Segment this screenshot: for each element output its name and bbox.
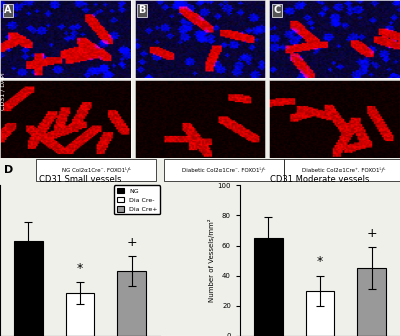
Legend: NG, Dia Cre-, Dia Cre+: NG, Dia Cre-, Dia Cre+ (114, 185, 160, 214)
Text: D: D (4, 165, 13, 175)
Bar (358, 268, 386, 336)
FancyBboxPatch shape (164, 159, 284, 181)
FancyBboxPatch shape (36, 159, 156, 181)
Title: CD31 Moderate vessels: CD31 Moderate vessels (270, 175, 370, 184)
Text: C: C (273, 5, 280, 15)
Bar (254, 238, 282, 336)
FancyBboxPatch shape (284, 159, 400, 181)
Text: B: B (138, 5, 146, 15)
Bar (306, 291, 334, 336)
Text: *: * (317, 255, 323, 268)
Bar (66, 293, 94, 336)
Text: CD31 / DAPI: CD31 / DAPI (0, 72, 5, 110)
Text: Diabetic Col2α1Cre⁺. FOXO1ᴸ/ᴸ: Diabetic Col2α1Cre⁺. FOXO1ᴸ/ᴸ (302, 167, 386, 173)
Text: A: A (4, 5, 12, 15)
Text: Diabetic Col2α1Cre⁻. FOXO1ᴸ/ᴸ: Diabetic Col2α1Cre⁻. FOXO1ᴸ/ᴸ (182, 167, 266, 173)
Text: *: * (77, 262, 83, 275)
Text: +: + (366, 226, 377, 240)
Bar (14, 241, 42, 336)
Y-axis label: Number of Vessels/mm²: Number of Vessels/mm² (208, 219, 215, 302)
Text: +: + (126, 236, 137, 249)
Bar (118, 271, 146, 336)
Text: NG Col2α1Cre⁻. FOXO1ᴸ/ᴸ: NG Col2α1Cre⁻. FOXO1ᴸ/ᴸ (62, 167, 130, 173)
Title: CD31 Small vessels: CD31 Small vessels (39, 175, 121, 184)
